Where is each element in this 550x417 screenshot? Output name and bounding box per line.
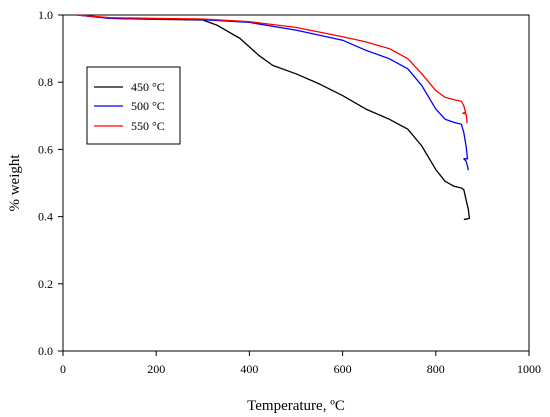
y-tick-label: 0.0	[38, 344, 53, 358]
x-tick-label: 1000	[517, 362, 541, 376]
legend-label-550: 550 °C	[131, 119, 165, 133]
series-line-0	[76, 14, 471, 220]
plot-frame	[62, 14, 530, 352]
x-tick-label: 200	[147, 362, 165, 376]
x-tick-label: 600	[334, 362, 352, 376]
y-tick-label: 1.0	[38, 8, 53, 22]
x-tick-label: 0	[60, 362, 66, 376]
legend-label-450: 450 °C	[131, 80, 165, 94]
legend: 450 °C 500 °C 550 °C	[86, 66, 181, 145]
x-axis-label: Temperature, ºC	[247, 398, 345, 414]
legend-label-500: 500 °C	[131, 99, 165, 113]
series-line-2	[76, 14, 468, 124]
x-tick-label: 400	[240, 362, 258, 376]
y-tick-label: 0.2	[38, 277, 53, 291]
ticks-layer: 0 200 400 600 800 1000 0.0 0.2 0.4 0.6 0.8 1.0	[38, 8, 541, 376]
series-line-1	[76, 14, 470, 171]
y-tick-label: 0.4	[38, 210, 53, 224]
y-axis-label: % weight	[7, 154, 23, 212]
y-tick-label: 0.6	[38, 142, 53, 156]
x-tick-label: 800	[427, 362, 445, 376]
series-layer	[76, 14, 471, 220]
y-tick-label: 0.8	[38, 75, 53, 89]
